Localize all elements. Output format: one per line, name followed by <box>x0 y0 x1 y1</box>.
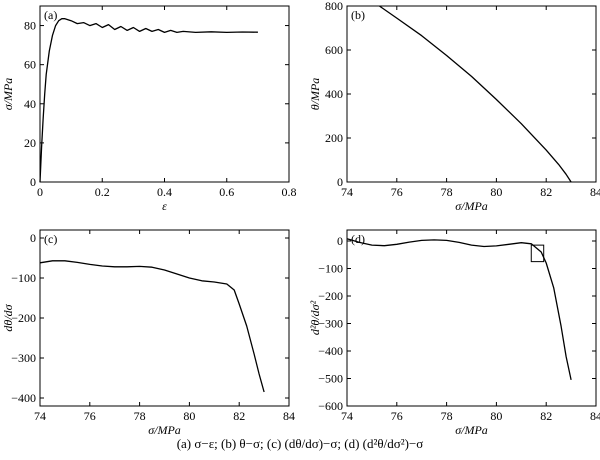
plot-frame-d <box>346 229 597 407</box>
y-tick-label-a: 80 <box>24 19 36 33</box>
y-tick-label-b: 0 <box>337 175 343 189</box>
x-tick-label-b: 76 <box>391 185 403 199</box>
y-tick-label-c: 0 <box>30 231 36 245</box>
y-tick-label-b: 400 <box>325 87 343 101</box>
panel-label-c: (c) <box>44 232 57 246</box>
inflection-marker-box <box>530 244 545 263</box>
y-tick-label-a: 20 <box>24 136 36 150</box>
x-tick-label-c: 76 <box>84 409 96 423</box>
y-tick-label-d: −200 <box>318 289 343 303</box>
y-tick-label-d: −500 <box>318 372 343 386</box>
x-axis-label-b: σ/MPa <box>455 199 488 213</box>
x-tick-label-a: 0.8 <box>282 185 297 199</box>
y-tick-label-a: 0 <box>30 175 36 189</box>
x-tick-label-c: 74 <box>34 409 46 423</box>
x-axis-label-d: σ/MPa <box>455 423 488 437</box>
y-tick-label-d: −300 <box>318 317 343 331</box>
x-tick-label-d: 78 <box>441 409 453 423</box>
y-tick-label-d: −100 <box>318 262 343 276</box>
y-tick-label-d: −600 <box>318 399 343 413</box>
series-line-a <box>39 18 258 183</box>
x-tick-label-d: 80 <box>490 409 502 423</box>
y-tick-label-b: 600 <box>325 43 343 57</box>
series-line-c <box>39 260 265 393</box>
plot-frame-b <box>346 5 597 183</box>
x-tick-label-c: 82 <box>233 409 245 423</box>
x-tick-label-c: 84 <box>283 409 295 423</box>
panel-d: 74 76 78 80 82 84 0 −100 −200 −300 −400 −500 −600 σ/M… <box>308 229 600 437</box>
x-tick-label-a: 0.4 <box>157 185 172 199</box>
x-axis-label-c: σ/MPa <box>148 423 181 437</box>
y-tick-label-c: −100 <box>11 271 36 285</box>
y-axis-label-a: σ/MPa <box>1 78 15 111</box>
x-tick-label-c: 78 <box>134 409 146 423</box>
y-tick-label-b: 800 <box>325 0 343 13</box>
y-tick-label-a: 40 <box>24 97 36 111</box>
y-axis-label-b: θ/MPa <box>308 78 322 111</box>
panel-label-d: (d) <box>351 232 365 246</box>
y-tick-label-a: 60 <box>24 58 36 72</box>
x-tick-label-a: 0.2 <box>95 185 110 199</box>
y-tick-label-b: 200 <box>325 131 343 145</box>
x-tick-label-a: 0.6 <box>219 185 234 199</box>
y-tick-label-c: −400 <box>11 391 36 405</box>
y-tick-label-d: 0 <box>337 234 343 248</box>
x-tick-label-c: 80 <box>183 409 195 423</box>
x-tick-label-d: 82 <box>540 409 552 423</box>
x-tick-label-d: 74 <box>341 409 353 423</box>
panel-label-a: (a) <box>44 8 57 22</box>
x-tick-label-a: 0 <box>37 185 43 199</box>
x-tick-label-b: 78 <box>441 185 453 199</box>
figure-caption: (a) σ−ε; (b) θ−σ; (c) (dθ/dσ)−σ; (d) (d²… <box>176 436 424 451</box>
x-tick-label-d: 76 <box>391 409 403 423</box>
y-tick-label-c: −200 <box>11 311 36 325</box>
panel-b: 74 76 78 80 82 84 0 200 400 600 800 σ/MPa θ/MPa (b) <box>308 0 600 213</box>
y-tick-label-d: −400 <box>318 344 343 358</box>
x-tick-label-b: 84 <box>590 185 600 199</box>
series-line-d <box>346 238 572 381</box>
plot-frame-c <box>39 229 290 407</box>
y-axis-label-c: dθ/dσ <box>1 303 15 331</box>
panel-c: 74 76 78 80 82 84 0 −100 −200 −300 −400 σ/MPa dθ/dσ (… <box>1 229 295 437</box>
x-axis-label-a: ε <box>162 199 167 213</box>
y-axis-label-d: d²θ/dσ² <box>308 300 322 335</box>
x-tick-label-b: 80 <box>490 185 502 199</box>
y-tick-label-c: −300 <box>11 351 36 365</box>
series-line-b <box>379 5 572 183</box>
panel-a: 0 0.2 0.4 0.6 0.8 0 20 40 60 80 ε σ/MPa (a) <box>1 5 297 213</box>
x-tick-label-b: 82 <box>540 185 552 199</box>
panel-label-b: (b) <box>351 8 365 22</box>
x-tick-label-b: 74 <box>341 185 353 199</box>
x-tick-label-d: 84 <box>590 409 600 423</box>
